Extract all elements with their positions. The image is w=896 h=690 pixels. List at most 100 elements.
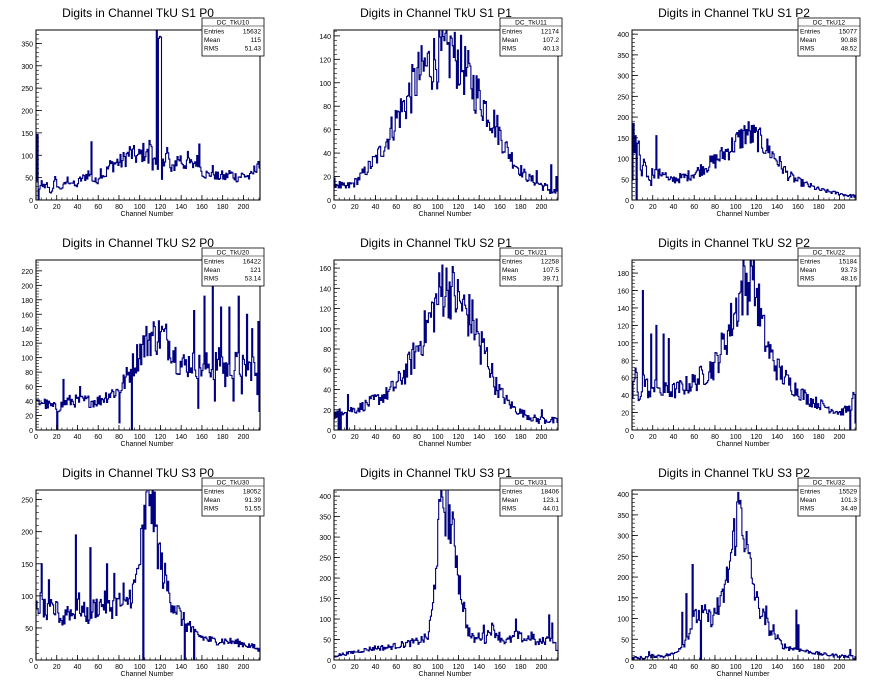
y-tick-label: 300 <box>319 535 331 542</box>
x-tick-label: 40 <box>372 664 380 671</box>
x-tick-label: 200 <box>834 204 846 211</box>
x-tick-label: 120 <box>155 664 167 671</box>
y-tick-label: 140 <box>319 34 331 41</box>
y-tick-label: 100 <box>319 617 331 624</box>
chart-title: Digits in Channel TkU S2 P1 <box>360 236 512 250</box>
x-tick-label: 180 <box>813 434 825 441</box>
stats-label-entries: Entries <box>502 489 523 496</box>
x-tick-label: 180 <box>217 434 229 441</box>
y-tick-label: 60 <box>25 385 33 392</box>
stats-box-frame <box>797 477 861 517</box>
x-tick-label: 160 <box>494 434 506 441</box>
stats-box: DC_TkU12 Entries 15077 Mean 90.88 RMS 48.52 <box>797 17 861 57</box>
y-tick-label: 40 <box>25 399 33 406</box>
stats-box-frame <box>201 17 265 57</box>
x-tick-label: 120 <box>155 434 167 441</box>
x-tick-label: 20 <box>649 204 657 211</box>
x-tick-label: 100 <box>432 664 444 671</box>
y-tick-label: 40 <box>621 393 629 400</box>
y-tick-label: 200 <box>21 109 33 116</box>
chart-title: Digits in Channel TkU S2 P0 <box>62 236 214 250</box>
x-tick-label: 20 <box>351 434 359 441</box>
x-tick-label: 40 <box>372 434 380 441</box>
x-tick-label: 60 <box>94 664 102 671</box>
stats-label-rms: RMS <box>204 506 219 513</box>
stats-label-rms: RMS <box>800 506 815 513</box>
stats-label-entries: Entries <box>204 489 225 496</box>
stats-label-entries: Entries <box>800 29 821 36</box>
y-tick-label: 20 <box>25 414 33 421</box>
x-tick-label: 140 <box>175 664 187 671</box>
stats-box-frame <box>201 477 265 517</box>
x-tick-label: 20 <box>351 664 359 671</box>
x-tick-label: 180 <box>813 664 825 671</box>
stats-box-frame <box>499 477 563 517</box>
stats-value-mean: 115 <box>251 37 262 44</box>
chart-title: Digits in Channel TkU S3 P2 <box>658 466 810 480</box>
y-tick-label: 40 <box>323 388 331 395</box>
plot-frame <box>333 29 559 201</box>
x-tick-label: 200 <box>834 434 846 441</box>
x-tick-label: 20 <box>649 664 657 671</box>
histogram-panel-9: Digits in Channel TkU S3 P20501001502002… <box>617 466 861 678</box>
stats-value-mean: 91.39 <box>245 497 262 504</box>
stats-label-rms: RMS <box>502 46 517 53</box>
x-tick-label: 100 <box>432 434 444 441</box>
x-tick-label: 80 <box>413 664 421 671</box>
stats-label-mean: Mean <box>204 267 221 274</box>
y-tick-label: 150 <box>617 136 629 143</box>
x-tick-label: 200 <box>834 664 846 671</box>
y-tick-label: 250 <box>617 94 629 101</box>
stats-value-entries: 16422 <box>243 259 261 266</box>
y-tick-label: 300 <box>21 64 33 71</box>
histogram-line <box>333 264 559 431</box>
x-axis-label: Channel Number <box>717 211 771 218</box>
y-tick-label: 150 <box>21 131 33 138</box>
y-tick-label: 20 <box>323 175 331 182</box>
x-tick-label: 60 <box>392 204 400 211</box>
x-tick-label: 0 <box>332 664 336 671</box>
x-tick-label: 180 <box>515 664 527 671</box>
stats-label-rms: RMS <box>800 276 815 283</box>
stats-name: DC_TkU12 <box>813 20 846 27</box>
stats-box: DC_TkU22 Entries 15184 Mean 93.73 RMS 48.16 <box>797 247 861 287</box>
y-tick-label: 50 <box>621 177 629 184</box>
x-tick-label: 0 <box>34 434 38 441</box>
stats-label-entries: Entries <box>800 489 821 496</box>
y-tick-label: 100 <box>617 157 629 164</box>
stats-value-entries: 12174 <box>541 29 559 36</box>
x-tick-label: 40 <box>372 204 380 211</box>
stats-value-mean: 93.73 <box>841 267 858 274</box>
stats-label-mean: Mean <box>502 497 519 504</box>
histogram-panel-1: Digits in Channel TkU S1 P00501001502002… <box>21 6 265 218</box>
chart-title: Digits in Channel TkU S3 P1 <box>360 466 512 480</box>
plot-frame <box>631 489 857 661</box>
y-tick-label: 160 <box>617 289 629 296</box>
stats-value-entries: 18052 <box>243 489 261 496</box>
stats-label-entries: Entries <box>800 259 821 266</box>
stats-label-rms: RMS <box>502 506 517 513</box>
x-tick-label: 80 <box>413 434 421 441</box>
stats-value-entries: 15077 <box>839 29 857 36</box>
x-tick-label: 20 <box>53 204 61 211</box>
x-tick-label: 60 <box>94 204 102 211</box>
x-tick-label: 140 <box>175 434 187 441</box>
x-tick-label: 160 <box>792 664 804 671</box>
y-tick-label: 40 <box>323 151 331 158</box>
y-tick-label: 50 <box>621 637 629 644</box>
stats-value-entries: 15529 <box>839 489 857 496</box>
y-tick-label: 250 <box>617 554 629 561</box>
x-tick-label: 140 <box>473 664 485 671</box>
stats-value-rms: 40.13 <box>543 46 560 53</box>
y-tick-label: 50 <box>323 638 331 645</box>
histogram-line <box>35 266 261 431</box>
x-tick-label: 60 <box>690 434 698 441</box>
stats-name: DC_TkU30 <box>217 480 250 487</box>
x-tick-label: 80 <box>711 204 719 211</box>
stats-value-rms: 34.49 <box>841 506 858 513</box>
x-tick-label: 180 <box>515 434 527 441</box>
y-tick-label: 100 <box>21 594 33 601</box>
y-tick-label: 0 <box>29 198 33 205</box>
histogram-panel-6: Digits in Channel TkU S2 P2 0 20 40 60 80 100 1… <box>617 236 861 448</box>
stats-label-rms: RMS <box>204 276 219 283</box>
